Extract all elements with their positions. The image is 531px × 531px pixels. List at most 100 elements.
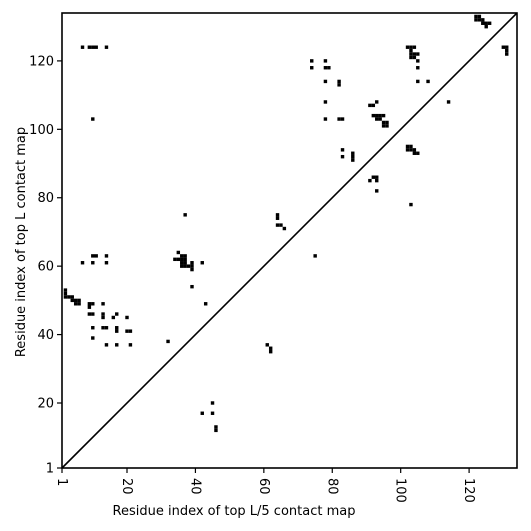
contact-point <box>104 45 109 49</box>
contact-point <box>183 213 187 217</box>
contact-point <box>375 117 379 121</box>
contact-point <box>409 45 413 49</box>
contact-point <box>203 302 208 306</box>
contact-point <box>412 148 417 152</box>
contact-point <box>180 264 184 268</box>
contact-point <box>180 261 184 265</box>
contact-point <box>505 52 509 56</box>
contact-point <box>481 18 485 22</box>
contact-point <box>481 21 485 25</box>
y-tick-label: 100 <box>29 123 54 138</box>
contact-point <box>323 117 328 121</box>
contact-point <box>104 261 109 265</box>
contact-point <box>67 295 71 299</box>
contact-point <box>77 298 81 303</box>
x-tick-label: 120 <box>461 478 476 503</box>
contact-point <box>416 59 420 63</box>
contact-point <box>275 213 280 217</box>
contact-point <box>385 124 389 128</box>
contact-point <box>70 298 74 303</box>
contact-point <box>412 45 417 49</box>
contact-point <box>405 45 410 49</box>
contact-point <box>200 261 204 265</box>
contact-point <box>275 216 280 220</box>
contact-point <box>183 261 187 265</box>
contact-point <box>323 79 328 84</box>
contact-point <box>128 329 133 333</box>
contact-point <box>409 202 413 207</box>
contact-point <box>91 117 95 121</box>
contact-point <box>378 113 382 118</box>
contact-point <box>104 343 109 347</box>
contact-point <box>87 45 92 49</box>
contact-point <box>323 100 328 104</box>
contact-point <box>210 411 215 415</box>
contact-point <box>115 343 119 347</box>
contact-point <box>412 55 417 60</box>
x-tick-label: 20 <box>119 478 134 495</box>
contact-point <box>416 52 420 56</box>
contact-point <box>73 298 78 303</box>
contact-point <box>80 45 85 49</box>
y-axis-label: Residue index of top L contact map <box>14 127 29 357</box>
contact-point <box>375 189 379 193</box>
contact-point <box>111 315 116 320</box>
contact-point <box>180 254 184 258</box>
plot-frame <box>61 12 518 469</box>
contact-point <box>375 113 379 118</box>
contact-point <box>268 349 273 354</box>
contact-point <box>409 48 413 53</box>
contact-point <box>87 302 92 306</box>
contact-point <box>412 52 417 56</box>
contact-point <box>91 261 95 265</box>
contact-point <box>73 302 78 306</box>
contact-point <box>80 261 85 265</box>
contact-point <box>381 113 386 118</box>
contact-point <box>505 48 509 53</box>
contact-points <box>63 14 509 433</box>
contact-point <box>91 254 95 258</box>
contact-point <box>505 45 509 49</box>
contact-point <box>91 312 95 316</box>
contact-point <box>279 223 283 227</box>
contact-point <box>474 14 478 19</box>
contact-point <box>282 226 287 231</box>
contact-point <box>91 336 95 340</box>
contact-point <box>101 315 105 320</box>
contact-point <box>381 120 386 125</box>
contact-point <box>323 59 328 63</box>
contact-point <box>351 158 355 162</box>
contact-point <box>101 312 105 316</box>
contact-point <box>166 339 170 344</box>
contact-point <box>190 264 194 268</box>
contact-point <box>340 148 345 152</box>
x-axis-label: Residue index of top L/5 contact map <box>113 504 356 519</box>
contact-point <box>405 144 410 149</box>
contact-point <box>375 178 379 183</box>
contact-point <box>371 175 376 179</box>
contact-point <box>173 257 177 262</box>
y-tick-label: 40 <box>37 328 54 343</box>
contact-point <box>477 18 482 22</box>
y-tick-label: 20 <box>37 397 54 412</box>
contact-point <box>115 312 119 316</box>
contact-point <box>94 254 98 258</box>
contact-point <box>446 100 451 104</box>
contact-point <box>183 264 187 268</box>
contact-point <box>176 250 181 255</box>
contact-point <box>416 79 420 84</box>
y-tick-label: 60 <box>37 260 54 275</box>
contact-point <box>94 45 98 49</box>
contact-point <box>310 59 314 63</box>
contact-point <box>70 295 74 299</box>
contact-point <box>337 83 341 87</box>
contact-point <box>484 21 488 25</box>
contact-point <box>190 284 194 289</box>
x-axis-ticks: 1 20 40 60 80 100 120 <box>54 468 476 503</box>
contact-point <box>337 79 341 84</box>
contact-point <box>405 148 410 152</box>
contact-point <box>176 257 181 262</box>
contact-point <box>313 254 317 258</box>
contact-point <box>368 178 372 183</box>
